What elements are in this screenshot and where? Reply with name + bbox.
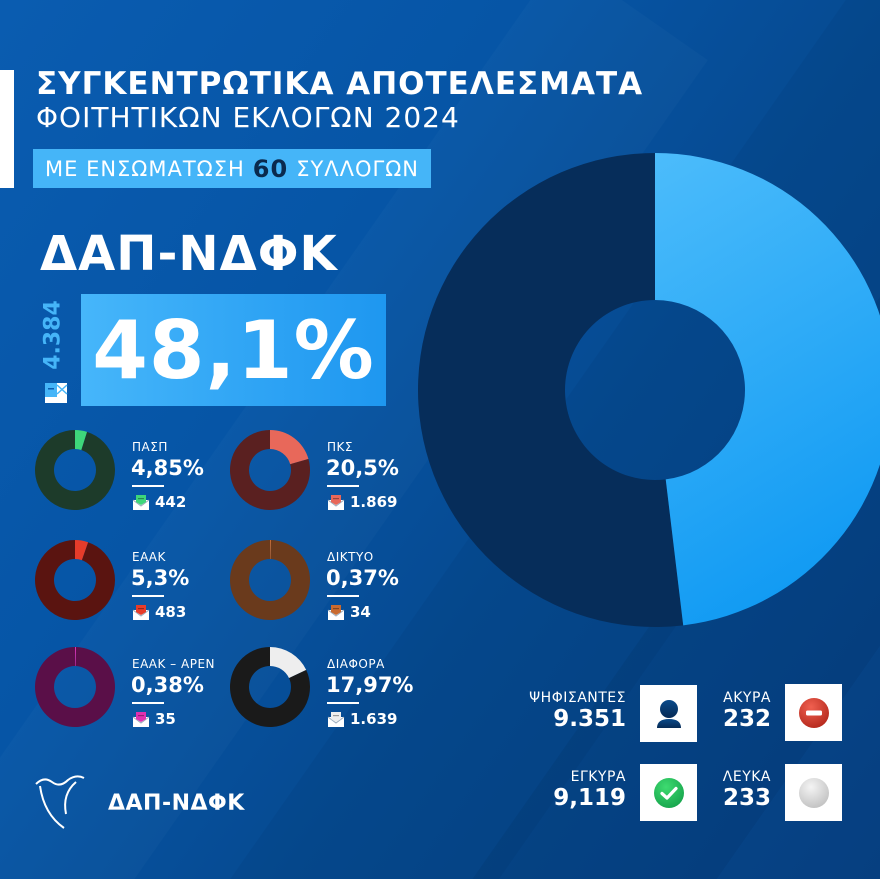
- valid-value: 9,119: [553, 785, 626, 811]
- party-percent: 5,3%: [131, 566, 190, 590]
- voters-icon-box: [640, 685, 697, 742]
- divider: [327, 485, 359, 487]
- party-result-eaak-aren: ΕΑΑΚ – ΑΡΕΝ 0,38% 35: [34, 646, 234, 746]
- valid-icon-box: [640, 764, 697, 821]
- party-votes: 483: [132, 603, 186, 621]
- party-donut-chart: [35, 430, 116, 510]
- party-votes: 35: [132, 710, 176, 728]
- party-name: ΕΑΑΚ – ΑΡΕΝ: [132, 657, 216, 671]
- dove-logo-icon: [35, 775, 85, 829]
- party-name: ΠΑΣΠ: [132, 440, 168, 454]
- party-result-pks: ΠΚΣ 20,5% 1.869: [229, 429, 429, 529]
- ballot-envelope-icon: [327, 605, 345, 620]
- party-donut-chart: [230, 540, 310, 620]
- divider: [327, 595, 359, 597]
- blank-icon-box: [785, 764, 842, 821]
- party-result-pasp: ΠΑΣΠ 4,85% 442: [34, 429, 234, 529]
- party-votes: 1.869: [327, 493, 397, 511]
- main-party-votes: 4.384: [38, 300, 68, 370]
- brand-logo-text: ΔΑΠ-ΝΔΦΚ: [108, 790, 245, 816]
- blank-circle-icon: [798, 777, 829, 808]
- ballot-envelope-icon: [327, 712, 345, 727]
- party-result-diafora: ΔΙΑΦΟΡΑ 17,97% 1.639: [229, 646, 429, 746]
- party-percent: 4,85%: [131, 456, 204, 480]
- invalid-icon-box: [785, 684, 842, 741]
- page-title: ΣΥΓΚΕΝΤΡΩΤΙΚΑ ΑΠΟΤΕΛΕΣΜΑΤΑ: [36, 66, 644, 102]
- party-votes-value: 483: [155, 603, 187, 621]
- ballot-envelope-icon: [132, 712, 150, 727]
- party-donut-chart: [230, 430, 310, 510]
- invalid-label: ΑΚΥΡΑ: [723, 690, 771, 706]
- party-name: ΔΙΚΤΥΟ: [327, 550, 374, 564]
- party-votes-value: 1.869: [350, 493, 398, 511]
- main-party-votes-value: 4.384: [40, 300, 66, 370]
- main-party-name: ΔΑΠ-ΝΔΦΚ: [40, 226, 338, 282]
- banner-number: 60: [252, 154, 289, 183]
- voters-label: ΨΗΦΙΣΑΝΤΕΣ: [529, 690, 626, 706]
- party-percent: 17,97%: [326, 673, 414, 697]
- party-votes: 1.639: [327, 710, 397, 728]
- unions-count-banner: ΜΕ ΕΝΣΩΜΑΤΩΣΗ 60 ΣΥΛΛΟΓΩΝ: [33, 149, 432, 188]
- check-circle-icon: [653, 777, 684, 808]
- main-donut-chart: [418, 153, 880, 627]
- party-percent: 0,38%: [131, 673, 204, 697]
- main-party-percent-box: 48,1%: [81, 294, 386, 406]
- page-subtitle: ΦΟΙΤΗΤΙΚΩΝ ΕΚΛΟΓΩΝ 2024: [36, 101, 460, 134]
- brand-logo: ΔΑΠ-ΝΔΦΚ: [34, 774, 245, 832]
- divider: [132, 595, 164, 597]
- person-icon: [656, 699, 681, 728]
- ballot-envelope-icon: [132, 495, 150, 510]
- party-votes-value: 442: [155, 493, 187, 511]
- party-votes: 442: [132, 493, 186, 511]
- divider: [327, 702, 359, 704]
- blank-label: ΛΕΥΚΑ: [722, 769, 771, 785]
- divider: [132, 485, 164, 487]
- ballot-envelope-icon: [327, 495, 345, 510]
- main-party-percent: 48,1%: [92, 303, 375, 397]
- party-name: ΕΑΑΚ: [132, 550, 166, 564]
- party-donut-chart: [35, 647, 115, 727]
- voters-value: 9.351: [553, 706, 626, 732]
- valid-label: ΕΓΚΥΡΑ: [570, 769, 626, 785]
- party-votes-value: 1.639: [350, 710, 398, 728]
- blank-value: 233: [722, 785, 771, 811]
- banner-suffix: ΣΥΛΛΟΓΩΝ: [296, 156, 420, 181]
- divider: [132, 702, 164, 704]
- party-name: ΠΚΣ: [327, 440, 353, 454]
- minus-circle-icon: [798, 697, 829, 728]
- party-percent: 20,5%: [326, 456, 399, 480]
- invalid-value: 232: [722, 706, 771, 732]
- party-votes-value: 34: [350, 603, 371, 621]
- title-accent-bar: [0, 70, 14, 188]
- main-donut-segments: [418, 153, 880, 627]
- party-name: ΔΙΑΦΟΡΑ: [327, 657, 385, 671]
- ballot-envelope-icon: [132, 605, 150, 620]
- ballot-envelope-icon: [45, 383, 68, 403]
- party-votes-value: 35: [155, 710, 176, 728]
- party-result-diktyo: ΔΙΚΤΥΟ 0,37% 34: [229, 539, 429, 639]
- party-votes: 34: [327, 603, 371, 621]
- party-result-eaak: ΕΑΑΚ 5,3% 483: [34, 539, 234, 639]
- party-percent: 0,37%: [326, 566, 399, 590]
- party-donut-chart: [230, 647, 310, 727]
- banner-prefix: ΜΕ ΕΝΣΩΜΑΤΩΣΗ: [45, 156, 245, 181]
- party-donut-chart: [35, 540, 116, 620]
